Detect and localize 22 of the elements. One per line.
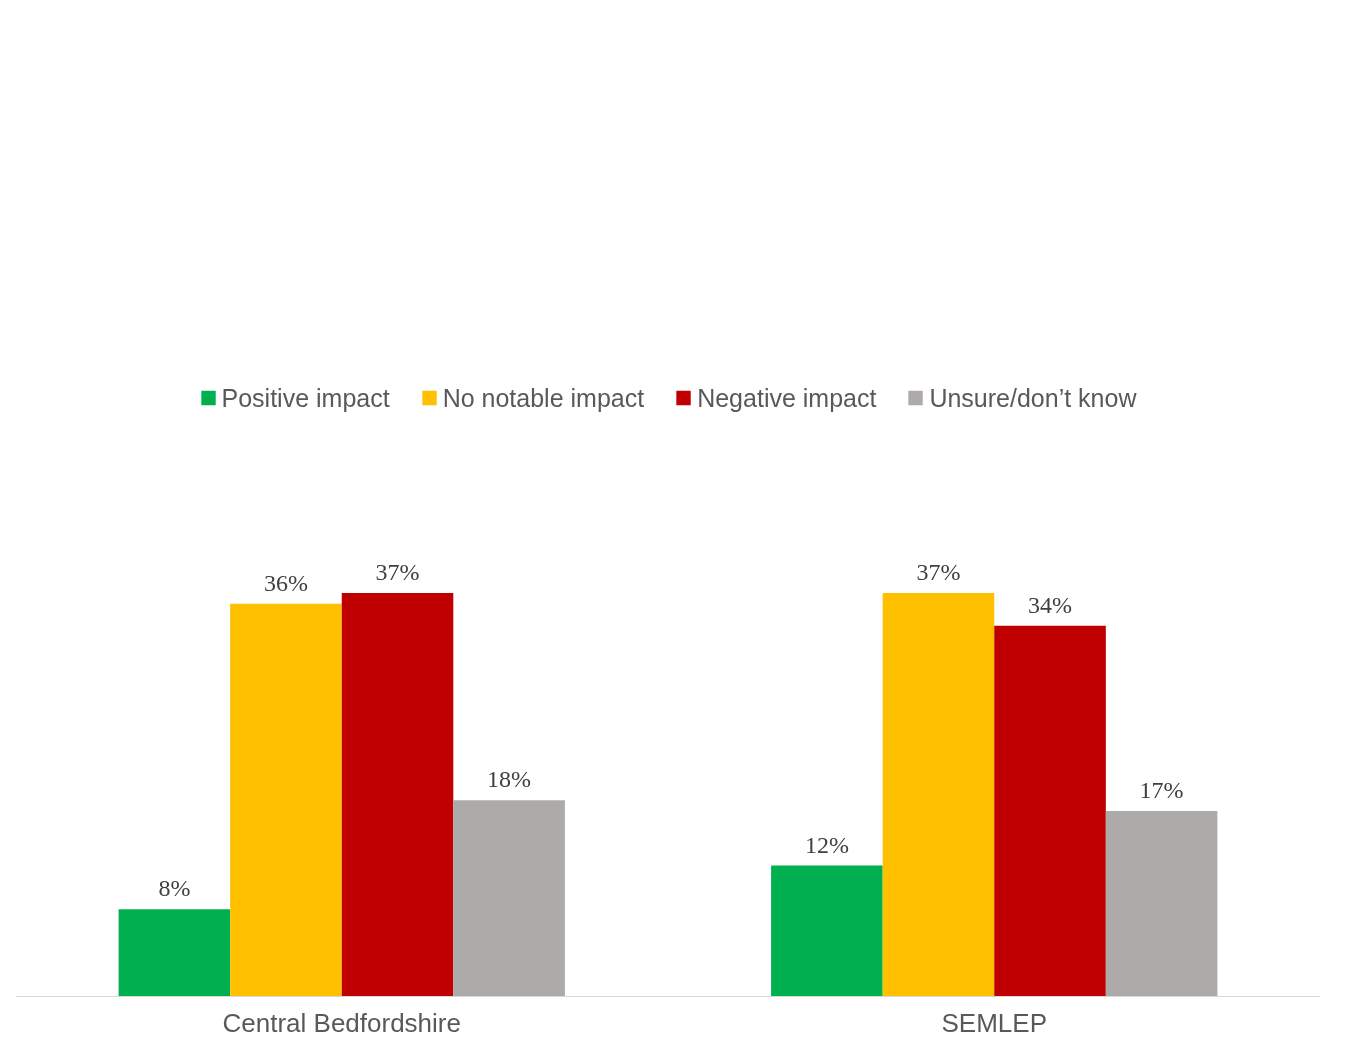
x-tick-label: Central Bedfordshire <box>222 1007 461 1038</box>
bar <box>994 625 1106 997</box>
data-label: 17% <box>1139 777 1184 804</box>
legend-label: Negative impact <box>697 383 877 413</box>
bar <box>1105 811 1218 997</box>
bar <box>453 800 565 997</box>
data-label: 34% <box>1028 591 1073 618</box>
data-label: 12% <box>804 831 849 858</box>
bar <box>230 603 342 997</box>
bar <box>118 909 231 997</box>
legend-label: Unsure/don’t know <box>929 383 1137 413</box>
data-label: 18% <box>487 766 532 793</box>
data-label: 36% <box>263 569 308 596</box>
data-label: 8% <box>158 875 191 902</box>
bar <box>882 592 995 997</box>
data-label: 37% <box>916 558 961 585</box>
legend-label: No notable impact <box>442 383 645 413</box>
legend-label: Positive impact <box>221 383 390 413</box>
data-label: 37% <box>375 558 420 585</box>
bar <box>341 592 454 997</box>
x-tick-label: SEMLEP <box>941 1007 1048 1038</box>
bar <box>771 865 883 997</box>
